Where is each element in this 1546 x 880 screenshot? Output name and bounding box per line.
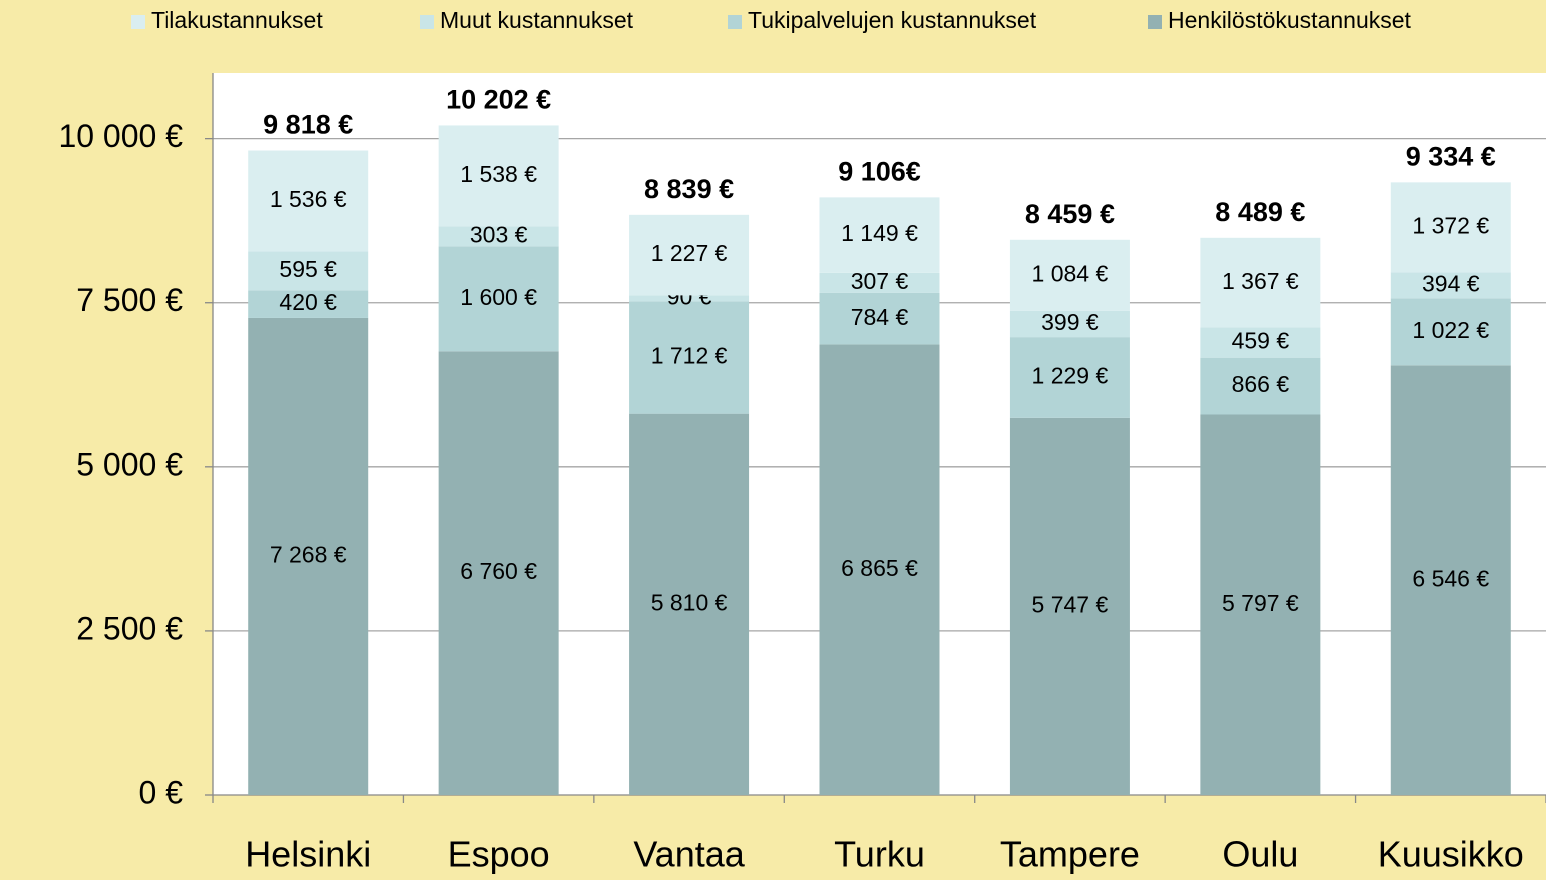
value-label: 7 268 €	[270, 542, 347, 568]
value-label: 459 €	[1232, 328, 1290, 354]
value-label: 1 600 €	[460, 284, 537, 310]
value-label: 1 712 €	[651, 343, 728, 369]
bar-segment	[629, 301, 750, 414]
bar-segment	[438, 246, 559, 352]
x-tick-label: Kuusikko	[1378, 834, 1524, 875]
value-label: 6 865 €	[841, 555, 918, 581]
bar-segment	[629, 214, 750, 296]
total-label: 8 459 €	[1025, 199, 1115, 229]
value-label: 595 €	[279, 256, 337, 282]
value-label: 1 367 €	[1222, 268, 1299, 294]
legend-swatch	[420, 15, 434, 29]
bar-segment	[1390, 272, 1511, 299]
x-tick-label: Tampere	[1000, 834, 1140, 875]
bar-segment	[1009, 239, 1130, 311]
total-label: 8 489 €	[1215, 197, 1305, 227]
x-tick-label: Oulu	[1222, 834, 1298, 875]
bar-segment	[438, 351, 559, 795]
y-tick-label: 7 500 €	[76, 282, 183, 318]
bar-segment	[819, 344, 940, 795]
legend-label: Tilakustannukset	[151, 7, 323, 33]
bar-segment	[248, 317, 369, 795]
value-label: 1 372 €	[1412, 212, 1489, 238]
legend-swatch	[1148, 15, 1162, 29]
bar-segment	[819, 272, 940, 293]
value-label: 5 810 €	[651, 589, 728, 615]
y-tick-label: 10 000 €	[58, 118, 183, 154]
x-tick-label: Vantaa	[633, 834, 745, 875]
value-label: 420 €	[279, 289, 337, 315]
legend-swatch	[131, 15, 145, 29]
bar-segment	[1390, 182, 1511, 273]
bar-segment	[819, 197, 940, 273]
bar-segment	[1200, 327, 1321, 358]
total-label: 9 334 €	[1406, 141, 1496, 171]
x-tick-label: Turku	[834, 834, 925, 875]
y-tick-label: 2 500 €	[76, 610, 183, 646]
value-label: 5 797 €	[1222, 590, 1299, 616]
x-tick-label: Espoo	[448, 834, 550, 875]
x-tick-label: Helsinki	[245, 834, 371, 875]
bar-segment	[1200, 357, 1321, 415]
value-label: 1 538 €	[460, 161, 537, 187]
legend-label: Muut kustannukset	[440, 7, 634, 33]
value-label: 784 €	[851, 304, 909, 330]
value-label: 1 229 €	[1032, 363, 1109, 389]
bar-segment	[1390, 365, 1511, 795]
bar-segment	[248, 290, 369, 318]
bar-segment	[248, 150, 369, 252]
bar-segment	[1009, 310, 1130, 338]
value-label: 1 022 €	[1412, 317, 1489, 343]
value-label: 1 084 €	[1032, 260, 1109, 286]
bar-segment	[438, 125, 559, 227]
legend-label: Tukipalvelujen kustannukset	[748, 7, 1037, 33]
y-tick-label: 0 €	[139, 774, 184, 810]
value-label: 399 €	[1041, 309, 1099, 335]
value-label: 1 149 €	[841, 220, 918, 246]
bar-segment	[1200, 414, 1321, 795]
bar-segment	[629, 413, 750, 795]
bar-segment	[1009, 337, 1130, 418]
bar-segment	[248, 251, 369, 291]
bar-segment	[1390, 298, 1511, 366]
y-tick-label: 5 000 €	[76, 446, 183, 482]
total-label: 10 202 €	[446, 85, 551, 115]
value-label: 394 €	[1422, 270, 1480, 296]
bar-segment	[819, 292, 940, 345]
total-label: 8 839 €	[644, 174, 734, 204]
bar-segment	[1200, 237, 1321, 328]
legend-label: Henkilöstökustannukset	[1168, 7, 1412, 33]
value-label: 1 536 €	[270, 186, 347, 212]
value-label: 5 747 €	[1032, 591, 1109, 617]
legend-swatch	[728, 15, 742, 29]
bar-segment	[1009, 417, 1130, 795]
total-label: 9 106€	[838, 156, 921, 186]
value-label: 6 546 €	[1412, 565, 1489, 591]
value-label: 6 760 €	[460, 558, 537, 584]
bar-segment	[629, 295, 750, 302]
total-label: 9 818 €	[263, 110, 353, 140]
value-label: 866 €	[1232, 371, 1290, 397]
value-label: 1 227 €	[651, 240, 728, 266]
bar-segment	[438, 226, 559, 247]
